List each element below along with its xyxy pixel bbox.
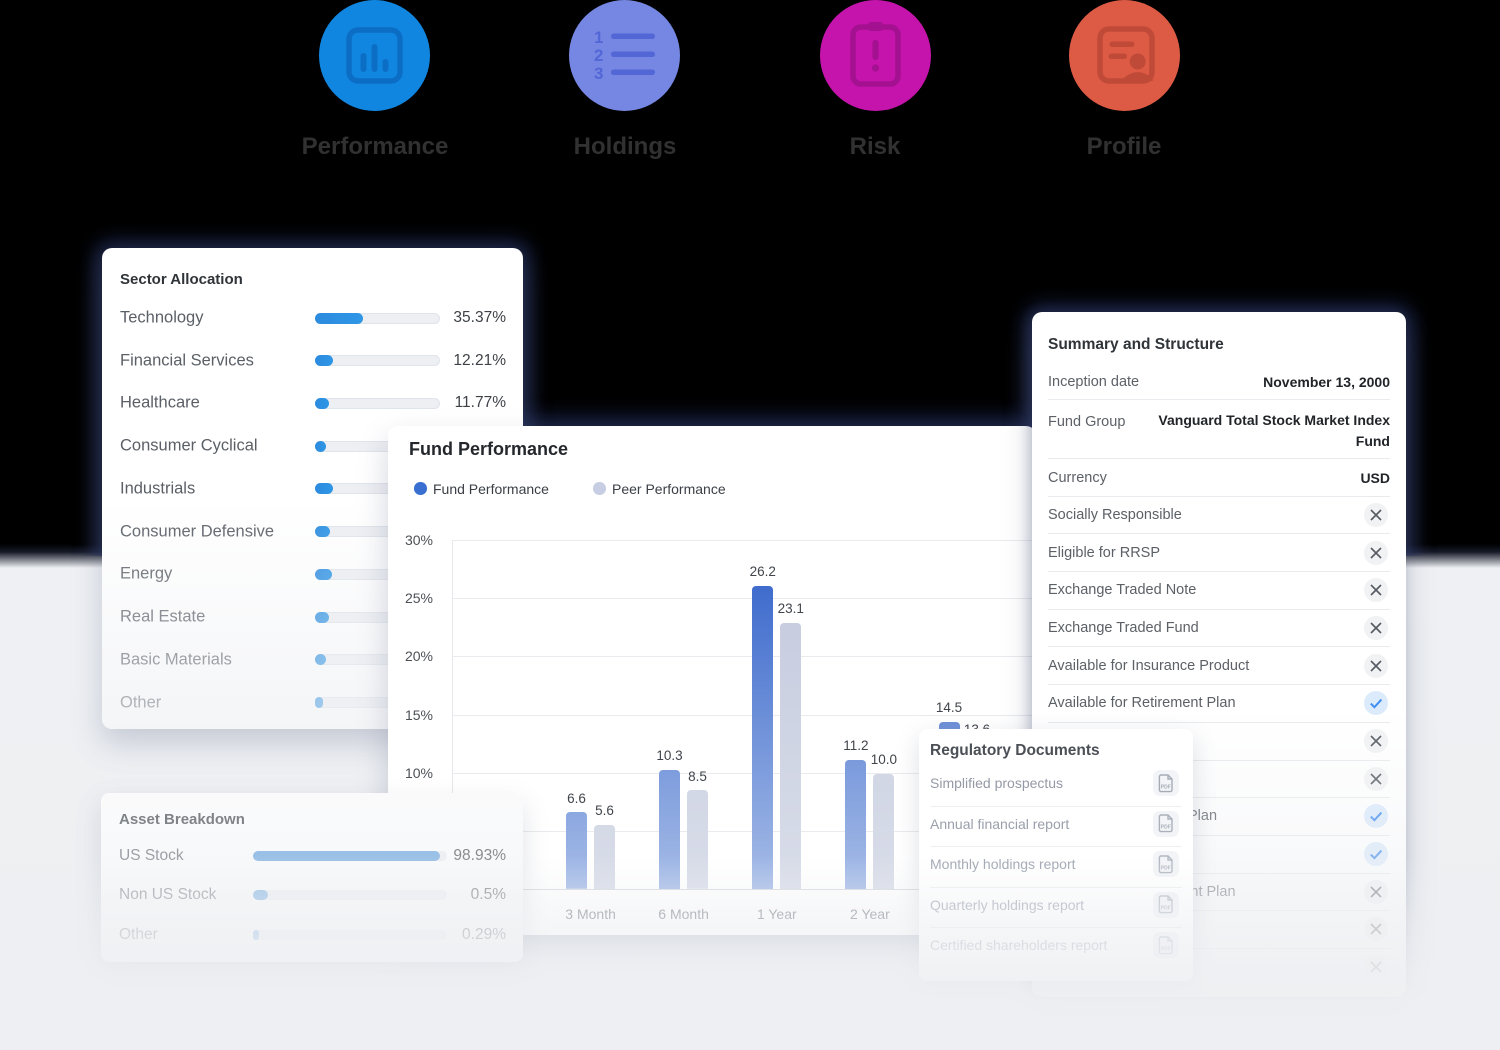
svg-text:2: 2 [594, 46, 603, 65]
svg-text:PDF: PDF [1161, 825, 1171, 831]
svg-text:1: 1 [594, 28, 603, 47]
svg-text:PDF: PDF [1161, 784, 1171, 790]
svg-text:3: 3 [594, 64, 603, 83]
